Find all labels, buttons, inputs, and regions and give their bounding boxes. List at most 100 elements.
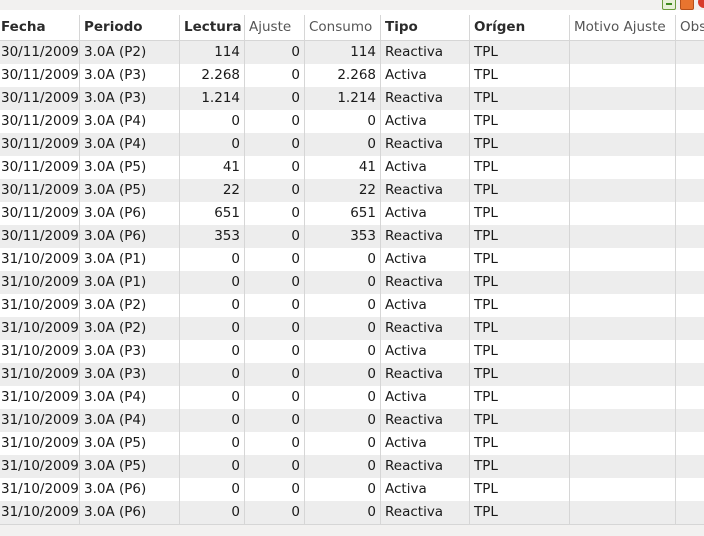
cell-fecha: 31/10/2009 <box>0 432 80 455</box>
cell-motivo <box>570 248 676 271</box>
cell-tipo: Activa <box>381 248 470 271</box>
delete-record-icon[interactable] <box>698 0 704 8</box>
cell-fecha: 31/10/2009 <box>0 478 80 501</box>
cell-origen: TPL <box>470 317 570 340</box>
table-row[interactable]: 30/11/2009 3.0A (P6) 651 0 651 Activa TPL <box>0 202 704 225</box>
cell-obs <box>676 501 704 524</box>
cell-lectura: 1.214 <box>180 87 245 110</box>
table-row[interactable]: 31/10/2009 3.0A (P3) 0 0 0 Activa TPL <box>0 340 704 363</box>
cell-periodo: 3.0A (P1) <box>80 248 180 271</box>
cell-lectura: 0 <box>180 478 245 501</box>
cell-motivo <box>570 501 676 524</box>
cell-motivo <box>570 294 676 317</box>
cell-obs <box>676 432 704 455</box>
table-row[interactable]: 30/11/2009 3.0A (P5) 22 0 22 Reactiva TPL <box>0 179 704 202</box>
table-row[interactable]: 31/10/2009 3.0A (P2) 0 0 0 Activa TPL <box>0 294 704 317</box>
cell-consumo: 2.268 <box>305 64 381 87</box>
cell-periodo: 3.0A (P5) <box>80 179 180 202</box>
cell-consumo: 0 <box>305 271 381 294</box>
table-row[interactable]: 30/11/2009 3.0A (P4) 0 0 0 Activa TPL <box>0 110 704 133</box>
cell-periodo: 3.0A (P3) <box>80 340 180 363</box>
cell-fecha: 30/11/2009 <box>0 133 80 156</box>
cell-motivo <box>570 271 676 294</box>
cell-periodo: 3.0A (P6) <box>80 225 180 248</box>
cell-lectura: 0 <box>180 409 245 432</box>
cell-periodo: 3.0A (P4) <box>80 409 180 432</box>
cell-origen: TPL <box>470 202 570 225</box>
table-row[interactable]: 30/11/2009 3.0A (P3) 2.268 0 2.268 Activa TPL <box>0 64 704 87</box>
table-row[interactable]: 31/10/2009 3.0A (P4) 0 0 0 Reactiva TPL <box>0 409 704 432</box>
cell-ajuste: 0 <box>245 478 305 501</box>
cell-ajuste: 0 <box>245 179 305 202</box>
table-row[interactable]: 31/10/2009 3.0A (P3) 0 0 0 Reactiva TPL <box>0 363 704 386</box>
cell-fecha: 31/10/2009 <box>0 294 80 317</box>
cell-ajuste: 0 <box>245 225 305 248</box>
cell-periodo: 3.0A (P5) <box>80 156 180 179</box>
cell-origen: TPL <box>470 501 570 524</box>
table-row[interactable]: 30/11/2009 3.0A (P3) 1.214 0 1.214 Reactiva TP… <box>0 87 704 110</box>
cell-ajuste: 0 <box>245 294 305 317</box>
cell-tipo: Activa <box>381 64 470 87</box>
column-header-fecha[interactable]: Fecha <box>0 15 80 40</box>
table-row[interactable]: 31/10/2009 3.0A (P1) 0 0 0 Reactiva TPL <box>0 271 704 294</box>
column-header-origen[interactable]: Orígen <box>470 15 570 40</box>
cell-ajuste: 0 <box>245 386 305 409</box>
table-row[interactable]: 31/10/2009 3.0A (P6) 0 0 0 Reactiva TPL <box>0 501 704 524</box>
table-row[interactable]: 31/10/2009 3.0A (P4) 0 0 0 Activa TPL <box>0 386 704 409</box>
cell-periodo: 3.0A (P2) <box>80 317 180 340</box>
cell-obs <box>676 156 704 179</box>
table-row[interactable]: 30/11/2009 3.0A (P4) 0 0 0 Reactiva TPL <box>0 133 704 156</box>
cell-periodo: 3.0A (P1) <box>80 271 180 294</box>
cell-consumo: 0 <box>305 409 381 432</box>
cell-obs <box>676 248 704 271</box>
table-row[interactable]: 30/11/2009 3.0A (P2) 114 0 114 Reactiva TPL <box>0 41 704 64</box>
cell-tipo: Activa <box>381 340 470 363</box>
column-header-tipo[interactable]: Tipo <box>381 15 470 40</box>
cell-consumo: 0 <box>305 455 381 478</box>
table-row[interactable]: 30/11/2009 3.0A (P6) 353 0 353 Reactiva TPL <box>0 225 704 248</box>
cell-obs <box>676 41 704 64</box>
table-row[interactable]: 31/10/2009 3.0A (P6) 0 0 0 Activa TPL <box>0 478 704 501</box>
cell-periodo: 3.0A (P2) <box>80 294 180 317</box>
cell-origen: TPL <box>470 41 570 64</box>
cell-obs <box>676 64 704 87</box>
cell-obs <box>676 478 704 501</box>
cell-consumo: 1.214 <box>305 87 381 110</box>
table-row[interactable]: 31/10/2009 3.0A (P1) 0 0 0 Activa TPL <box>0 248 704 271</box>
cell-motivo <box>570 179 676 202</box>
cell-origen: TPL <box>470 363 570 386</box>
cell-fecha: 31/10/2009 <box>0 455 80 478</box>
cell-lectura: 0 <box>180 386 245 409</box>
cell-obs <box>676 363 704 386</box>
cell-origen: TPL <box>470 340 570 363</box>
cell-obs <box>676 179 704 202</box>
cell-origen: TPL <box>470 432 570 455</box>
cell-tipo: Activa <box>381 202 470 225</box>
column-header-lectura[interactable]: Lectura <box>180 15 245 40</box>
cell-consumo: 0 <box>305 432 381 455</box>
table-row[interactable]: 31/10/2009 3.0A (P5) 0 0 0 Reactiva TPL <box>0 455 704 478</box>
table-row[interactable]: 31/10/2009 3.0A (P5) 0 0 0 Activa TPL <box>0 432 704 455</box>
cell-obs <box>676 87 704 110</box>
horizontal-scrollbar[interactable] <box>0 524 704 536</box>
column-header-consumo[interactable]: Consumo <box>305 15 381 40</box>
table-row[interactable]: 30/11/2009 3.0A (P5) 41 0 41 Activa TPL <box>0 156 704 179</box>
readings-table[interactable]: Fecha Periodo Lectura Ajuste Consumo Tip… <box>0 10 704 524</box>
cell-lectura: 353 <box>180 225 245 248</box>
cell-periodo: 3.0A (P5) <box>80 432 180 455</box>
column-header-ajuste[interactable]: Ajuste <box>245 15 305 40</box>
cell-ajuste: 0 <box>245 202 305 225</box>
cell-consumo: 651 <box>305 202 381 225</box>
cell-lectura: 2.268 <box>180 64 245 87</box>
cell-lectura: 0 <box>180 294 245 317</box>
cell-obs <box>676 202 704 225</box>
column-header-periodo[interactable]: Periodo <box>80 15 180 40</box>
column-header-obs[interactable]: Obs <box>680 19 704 35</box>
column-header-motivo-ajuste[interactable]: Motivo Ajuste <box>570 15 676 40</box>
cell-tipo: Reactiva <box>381 87 470 110</box>
table-row[interactable]: 31/10/2009 3.0A (P2) 0 0 0 Reactiva TPL <box>0 317 704 340</box>
edit-record-icon[interactable] <box>680 0 694 10</box>
cell-ajuste: 0 <box>245 432 305 455</box>
add-record-icon[interactable] <box>662 0 676 10</box>
cell-tipo: Reactiva <box>381 271 470 294</box>
